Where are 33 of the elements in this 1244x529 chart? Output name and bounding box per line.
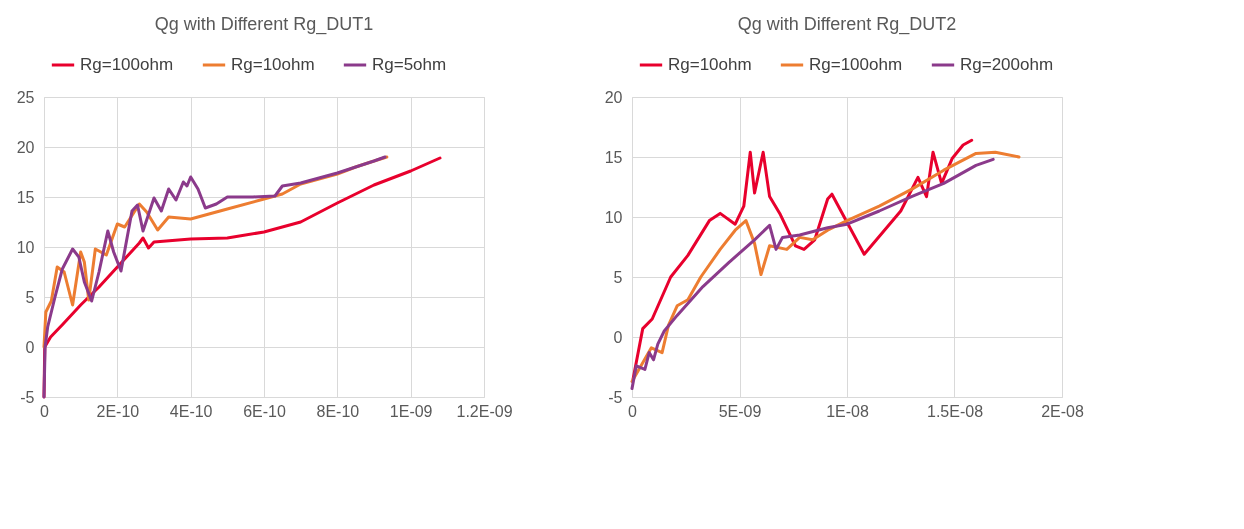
y-tick-label: -5 bbox=[608, 388, 623, 406]
y-tick-label: 5 bbox=[613, 268, 623, 286]
y-tick-label: 0 bbox=[613, 328, 623, 346]
x-tick-label: 5E-09 bbox=[718, 402, 762, 420]
x-tick-label: 1E-09 bbox=[389, 402, 433, 420]
y-tick-label: -5 bbox=[20, 388, 35, 406]
x-tick-label: 2E-10 bbox=[96, 402, 140, 420]
legend-label: Rg=5ohm bbox=[372, 55, 447, 74]
y-tick-label: 10 bbox=[16, 238, 35, 256]
x-tick-label: 0 bbox=[40, 402, 50, 420]
x-tick-label: 1E-08 bbox=[826, 402, 869, 420]
x-tick-label: 2E-08 bbox=[1041, 402, 1084, 420]
x-tick-label: 1.5E-08 bbox=[926, 402, 984, 420]
x-tick-label: 1.2E-09 bbox=[456, 402, 513, 420]
chart-title: Qg with Different Rg_DUT1 bbox=[154, 14, 374, 35]
legend-label: Rg=200ohm bbox=[960, 55, 1054, 74]
y-tick-label: 5 bbox=[25, 288, 35, 306]
x-tick-label: 6E-10 bbox=[243, 402, 286, 420]
y-tick-label: 25 bbox=[16, 88, 35, 106]
legend-label: Rg=100ohm bbox=[80, 55, 174, 74]
y-tick-label: 20 bbox=[16, 138, 35, 156]
y-tick-label: 15 bbox=[604, 148, 623, 166]
y-tick-label: 0 bbox=[25, 338, 35, 356]
y-tick-label: 20 bbox=[604, 88, 623, 106]
legend-label: Rg=10ohm bbox=[668, 55, 752, 74]
x-tick-label: 4E-10 bbox=[169, 402, 213, 420]
x-tick-label: 8E-10 bbox=[316, 402, 360, 420]
x-tick-label: 0 bbox=[628, 402, 638, 420]
legend-label: Rg=10ohm bbox=[231, 55, 315, 74]
y-tick-label: 15 bbox=[16, 188, 35, 206]
legend-label: Rg=100ohm bbox=[809, 55, 903, 74]
y-tick-label: 10 bbox=[604, 208, 623, 226]
chart-title: Qg with Different Rg_DUT2 bbox=[737, 14, 957, 35]
